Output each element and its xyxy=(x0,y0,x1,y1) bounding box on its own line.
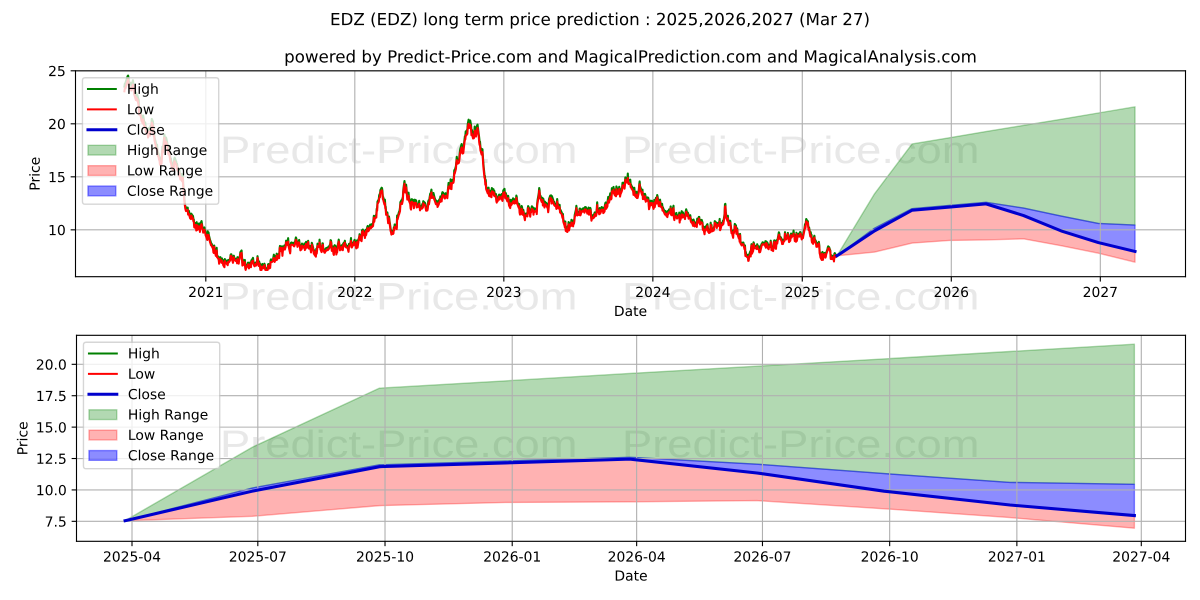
svg-text:Predict-Price.com: Predict-Price.com xyxy=(622,276,980,319)
svg-text:Predict-Price.com: Predict-Price.com xyxy=(220,276,577,319)
svg-text:Predict-Price.com: Predict-Price.com xyxy=(220,129,577,172)
